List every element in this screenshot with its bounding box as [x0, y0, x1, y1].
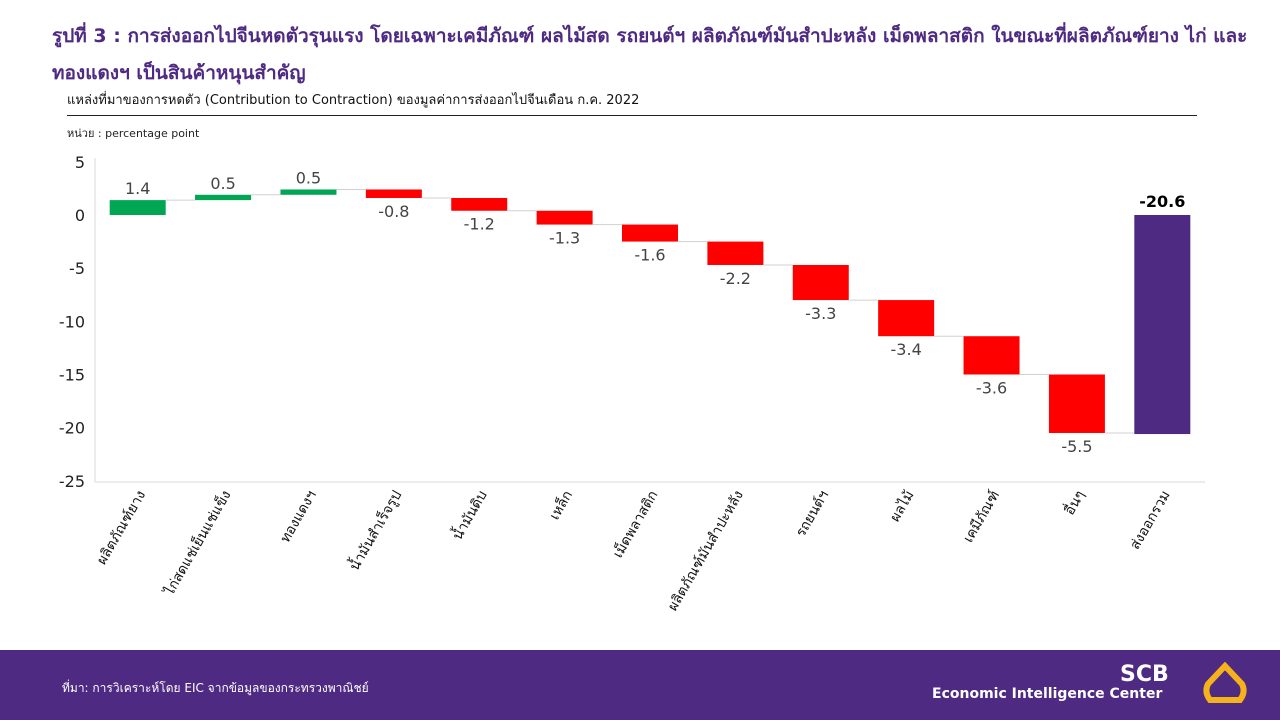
x-tick-label: อื่นๆ	[1060, 487, 1088, 518]
unit-label: หน่วย : percentage point	[67, 127, 200, 140]
data-label: -3.6	[976, 379, 1007, 398]
y-tick-label: -25	[59, 472, 85, 491]
y-tick-label: -10	[59, 312, 85, 331]
bar-5	[451, 197, 508, 211]
x-tick-label: ส่งออกรวม	[1127, 488, 1174, 553]
bar-4	[365, 189, 422, 198]
y-tick-label: 5	[75, 153, 85, 172]
bar-2	[195, 194, 252, 201]
data-label: -0.8	[378, 202, 409, 221]
x-tick-label: เคมีภัณฑ์	[960, 488, 1003, 546]
y-tick-label: 0	[75, 206, 85, 225]
data-label: 0.5	[296, 168, 321, 187]
x-tick-label: ผลไม้	[886, 488, 917, 525]
bar-7	[622, 224, 678, 242]
data-label: -1.3	[549, 229, 580, 248]
x-tick-label: ผลิตภัณฑ์ยาง	[93, 488, 149, 568]
x-tick-label: น้ำมันดิบ	[447, 487, 491, 543]
data-label: -1.2	[464, 215, 495, 234]
data-label: -20.6	[1139, 192, 1185, 211]
page-title: รูปที่ 3 : การส่งออกไปจีนหดตัวรุนแรง โดย…	[52, 25, 1248, 84]
data-label: -2.2	[720, 269, 751, 288]
bar-11	[963, 336, 1020, 375]
data-label: -3.4	[891, 340, 922, 359]
y-tick-label: -15	[59, 366, 85, 385]
x-tick-label: เหล็ก	[545, 487, 576, 523]
data-label: 0.5	[210, 174, 235, 193]
data-label: -5.5	[1061, 437, 1092, 456]
bar-13	[1134, 215, 1191, 435]
x-tick-label: ทองแดงฯ	[277, 488, 320, 546]
bar-1	[109, 200, 166, 215]
divider	[67, 115, 1197, 116]
bar-8	[707, 241, 764, 265]
logo-eic: Economic Intelligence Center	[932, 686, 1163, 702]
x-tick-label: ไก่สดแช่เย็นแช่แข็ง	[159, 487, 234, 599]
scb-logo-icon	[1203, 662, 1247, 703]
x-tick-label: น้ำมันสำเร็จรูป	[344, 486, 405, 573]
x-tick-label: เม็ดพลาสติก	[608, 487, 661, 561]
footer: ที่มา: การวิเคราะห์โดย EIC จากข้อมูลของก…	[0, 650, 1280, 720]
bar-10	[878, 300, 935, 337]
data-label: 1.4	[125, 179, 150, 198]
bar-9	[792, 264, 849, 301]
bar-3	[280, 189, 337, 195]
data-label: -3.3	[805, 304, 836, 323]
x-tick-label: รถยนต์ฯ	[792, 488, 832, 540]
bar-6	[536, 210, 593, 225]
chart-title: แหล่งที่มาของการหดตัว (Contribution to C…	[67, 93, 640, 108]
x-tick-label: ผลิตภัณฑ์มันสำปะหลัง	[664, 488, 747, 614]
y-tick-label: -5	[69, 259, 85, 278]
logo-scb: SCB	[1120, 662, 1169, 687]
data-label: -1.6	[634, 246, 665, 265]
source-note: ที่มา: การวิเคราะห์โดย EIC จากข้อมูลของก…	[62, 681, 369, 695]
waterfall-chart: 5 0 -5 -10 -15 -20 -25 1.4 ผลิตภัณฑ์ยาง 0.5 ไก่สดแ…	[59, 153, 1205, 614]
bar-12	[1048, 374, 1105, 433]
y-tick-label: -20	[59, 419, 85, 438]
